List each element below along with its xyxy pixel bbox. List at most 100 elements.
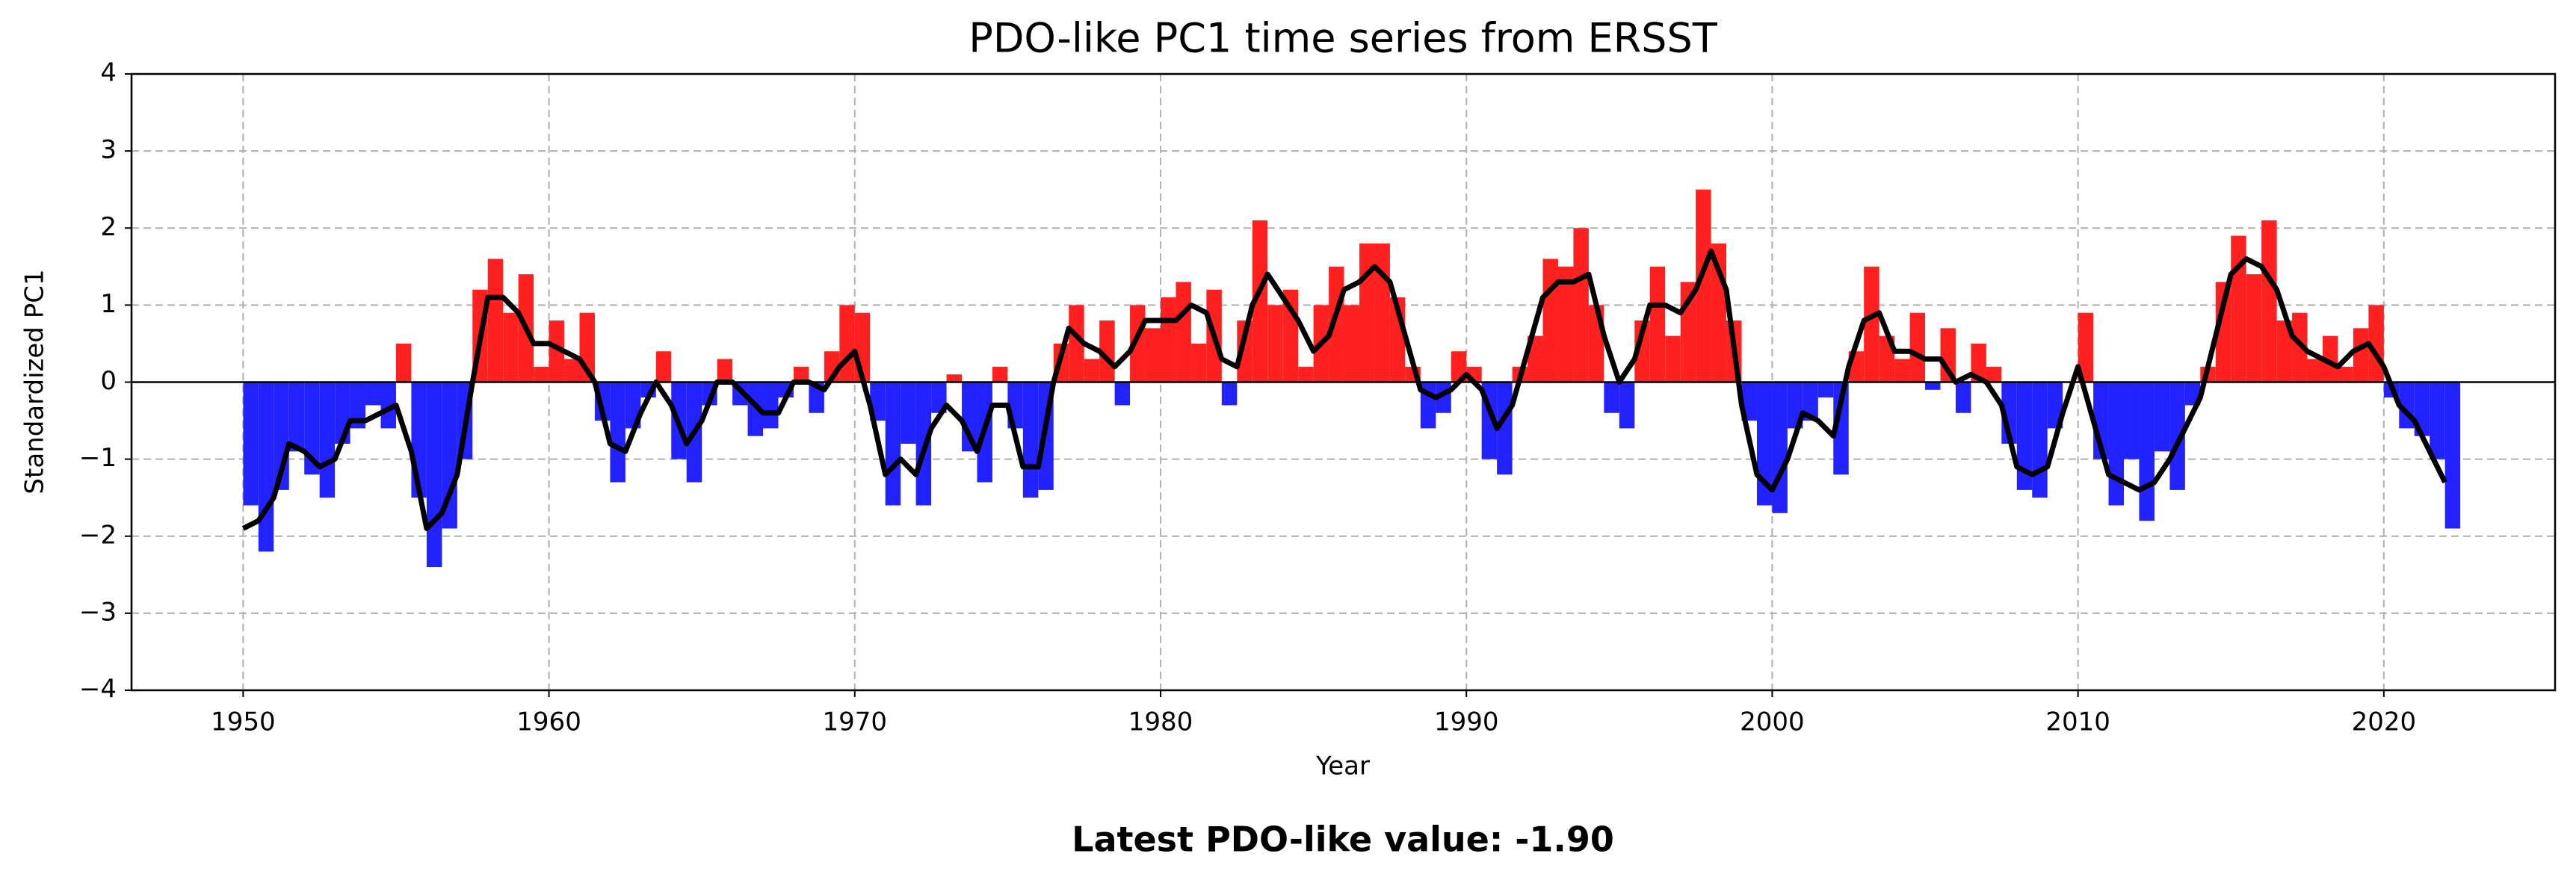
y-tick-label: 3: [100, 135, 117, 165]
value-bar: [2276, 320, 2293, 382]
y-tick-label: 0: [100, 366, 117, 396]
y-tick-label: 2: [100, 212, 117, 242]
value-bar: [1665, 335, 1681, 382]
value-bar: [2124, 382, 2140, 459]
value-bar: [1833, 382, 1849, 475]
value-bar: [2322, 335, 2338, 382]
value-bar: [1344, 305, 1359, 382]
x-axis-label: Year: [1315, 752, 1370, 781]
value-bar: [319, 382, 336, 498]
value-bar: [1619, 382, 1635, 429]
value-bar: [1069, 305, 1084, 382]
value-bar: [2169, 382, 2185, 490]
x-tick-label: 2010: [2045, 707, 2110, 737]
x-tick-label: 2000: [1740, 707, 1805, 737]
y-tick-label: −4: [79, 675, 117, 704]
value-bar: [534, 366, 549, 382]
value-bar: [395, 343, 412, 382]
value-bar: [1267, 305, 1283, 382]
value-bar: [793, 366, 809, 382]
value-bar: [350, 382, 366, 429]
value-bar: [549, 320, 565, 382]
value-bar: [1497, 382, 1513, 475]
x-tick-label: 1970: [823, 707, 888, 737]
value-bar: [1772, 382, 1788, 513]
value-bar: [1190, 343, 1207, 382]
value-bar: [1099, 320, 1115, 382]
value-bar: [1604, 382, 1619, 413]
y-tick-label: 4: [100, 58, 117, 88]
value-bar: [2353, 328, 2369, 382]
x-tick-label: 1990: [1434, 707, 1499, 737]
value-bar: [2032, 382, 2048, 498]
value-bar: [1864, 266, 1880, 382]
value-bar: [1925, 382, 1941, 390]
value-bar: [380, 382, 396, 429]
value-bar: [763, 382, 779, 429]
value-bar: [610, 382, 626, 483]
value-bar: [1971, 343, 1986, 382]
value-bar: [1084, 359, 1100, 382]
value-bar: [1528, 335, 1543, 382]
value-bar: [2338, 366, 2353, 382]
value-bar: [243, 382, 259, 506]
plot-frame: [130, 72, 2557, 692]
y-tick-label: −3: [79, 597, 117, 627]
y-tick-label: −1: [79, 443, 117, 473]
value-bar: [885, 382, 901, 506]
value-bar: [1145, 328, 1161, 382]
smoothed-line: [241, 248, 2447, 531]
value-bar: [2139, 382, 2155, 521]
value-bar: [2292, 312, 2308, 382]
value-bar: [2430, 382, 2445, 459]
chart-title: PDO-like PC1 time series from ERSST: [969, 15, 1717, 62]
value-bar: [564, 359, 580, 382]
value-bar: [2246, 274, 2262, 382]
value-bar: [946, 374, 963, 382]
value-bar: [1803, 382, 1818, 421]
value-bar: [2307, 359, 2323, 382]
y-axis-label: Standardized PC1: [20, 269, 50, 494]
value-bar: [931, 382, 947, 413]
value-bar: [1756, 382, 1773, 506]
value-bar: [2261, 220, 2277, 382]
value-bar: [365, 382, 381, 406]
value-bar: [442, 382, 457, 529]
value-bar: [1237, 320, 1253, 382]
value-bar: [1986, 366, 2002, 382]
value-bar: [1573, 228, 1589, 382]
value-bar: [992, 366, 1008, 382]
value-bar: [1649, 266, 1666, 382]
value-bar: [1022, 382, 1039, 498]
x-tick-label: 1980: [1128, 707, 1193, 737]
value-bar: [487, 258, 504, 382]
value-bar: [258, 382, 274, 552]
value-bar: [1894, 359, 1910, 382]
value-bar: [1160, 297, 1176, 382]
value-bar: [1359, 243, 1375, 382]
value-bar: [1955, 382, 1971, 413]
y-tick-label: 1: [100, 289, 117, 319]
value-bar: [901, 382, 916, 444]
value-bar: [2154, 382, 2170, 452]
value-bar: [1252, 220, 1268, 382]
value-bar: [1634, 320, 1650, 382]
value-bar: [2047, 382, 2063, 429]
x-tick-label: 2020: [2352, 707, 2417, 737]
value-bar: [1696, 189, 1711, 382]
annotation: Latest PDO-like value: -1.90: [1072, 820, 1614, 860]
value-bar: [1817, 382, 1834, 398]
value-bar: [1298, 366, 1314, 382]
value-bar: [426, 382, 442, 567]
value-bar: [839, 305, 855, 382]
value-bar: [1451, 351, 1467, 382]
value-bar: [503, 312, 519, 382]
value-bar: [655, 351, 672, 382]
value-bar: [304, 382, 320, 475]
value-bar: [2016, 382, 2033, 490]
value-bar: [2215, 282, 2231, 382]
value-bar: [2108, 382, 2125, 506]
value-bar: [747, 382, 764, 436]
value-bar: [1221, 382, 1238, 406]
